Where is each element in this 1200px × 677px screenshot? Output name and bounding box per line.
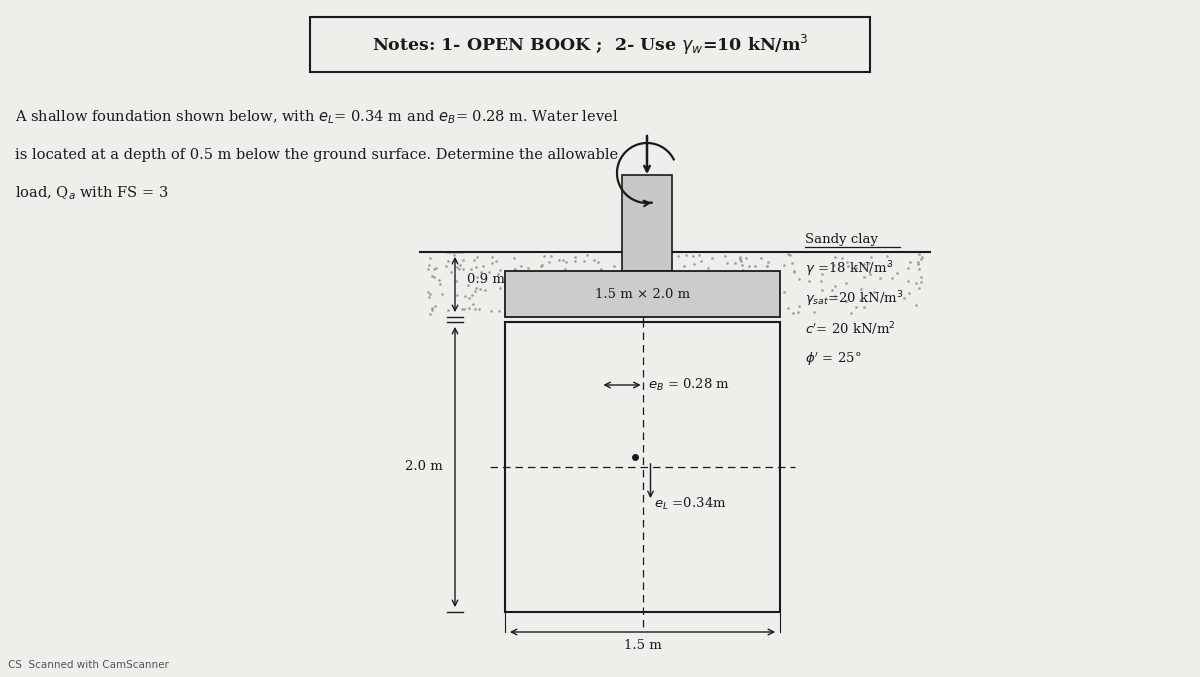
Text: is located at a depth of 0.5 m below the ground surface. Determine the allowable: is located at a depth of 0.5 m below the… — [14, 148, 618, 162]
Bar — [310, 17, 870, 72]
Text: CS  Scanned with CamScanner: CS Scanned with CamScanner — [8, 660, 169, 670]
Text: A shallow foundation shown below, with $e_L$= 0.34 m and $e_B$= 0.28 m. Water le: A shallow foundation shown below, with $… — [14, 108, 618, 126]
Text: load, Q$_a$ with FS = 3: load, Q$_a$ with FS = 3 — [14, 184, 168, 202]
Text: $e_B$ = 0.28 m: $e_B$ = 0.28 m — [648, 377, 731, 393]
Text: 1.5 m × 2.0 m: 1.5 m × 2.0 m — [595, 288, 690, 301]
Text: 2.0 m: 2.0 m — [406, 460, 443, 473]
Text: $\gamma_{sat}$=20 kN/m$^3$: $\gamma_{sat}$=20 kN/m$^3$ — [805, 289, 904, 309]
Text: $c'$= 20 kN/m$^2$: $c'$= 20 kN/m$^2$ — [805, 320, 896, 338]
Text: $e_L$ =0.34m: $e_L$ =0.34m — [654, 496, 727, 512]
Text: $\phi'$ = 25°: $\phi'$ = 25° — [805, 350, 862, 368]
Text: $\gamma$ =18 kN/m$^3$: $\gamma$ =18 kN/m$^3$ — [805, 259, 893, 279]
Bar — [505, 271, 780, 317]
Bar — [622, 175, 672, 271]
Text: Notes: 1- OPEN BOOK ;  2- Use $\gamma_w$=10 kN/m$^3$: Notes: 1- OPEN BOOK ; 2- Use $\gamma_w$=… — [372, 32, 809, 57]
Text: 0.9 m: 0.9 m — [467, 273, 505, 286]
Bar — [505, 322, 780, 612]
Text: Sandy clay: Sandy clay — [805, 232, 878, 246]
Text: 1.5 m: 1.5 m — [624, 639, 661, 652]
